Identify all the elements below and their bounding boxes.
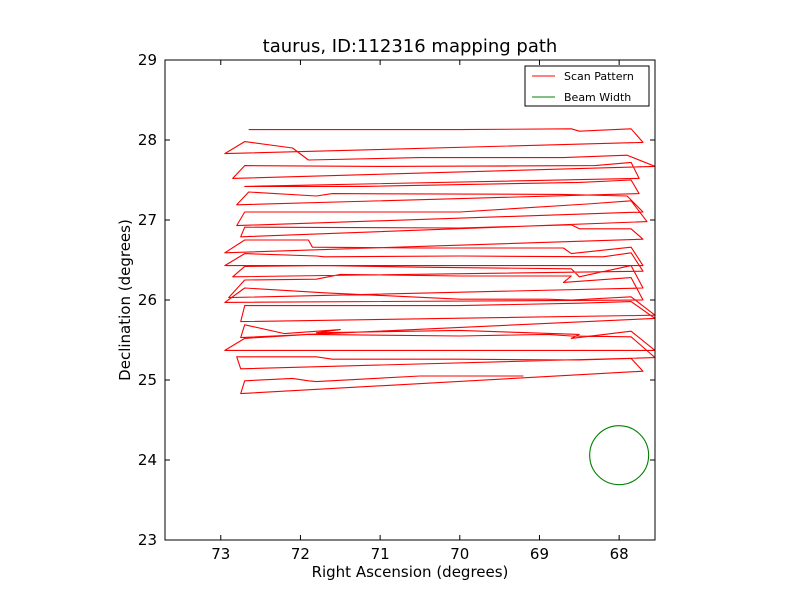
tick-layer: 73 72 71 70 69 68 23 24 25 26 27 28 29 xyxy=(138,51,655,563)
legend-label-beam-width: Beam Width xyxy=(564,91,631,104)
legend: Scan Pattern Beam Width xyxy=(524,65,650,107)
y-tick-label: 25 xyxy=(138,371,157,389)
y-tick-label: 26 xyxy=(138,291,157,309)
x-tick-label: 68 xyxy=(610,545,629,563)
legend-box xyxy=(524,65,650,107)
x-tick-label: 73 xyxy=(211,545,230,563)
x-tick-label: 69 xyxy=(530,545,549,563)
scan-pattern-line xyxy=(224,128,655,395)
chart-title: taurus, ID:112316 mapping path xyxy=(263,36,558,57)
beam-width-circle xyxy=(589,425,650,486)
data-layer xyxy=(224,128,655,486)
y-tick-label: 29 xyxy=(138,51,157,69)
x-axis-label: Right Ascension (degrees) xyxy=(312,563,509,581)
x-tick-label: 72 xyxy=(291,545,310,563)
y-tick-label: 24 xyxy=(138,451,157,469)
x-tick-label: 71 xyxy=(371,545,390,563)
legend-label-scan-pattern: Scan Pattern xyxy=(564,70,634,83)
y-tick-label: 27 xyxy=(138,211,157,229)
y-tick-label: 23 xyxy=(138,531,157,549)
y-tick-label: 28 xyxy=(138,131,157,149)
y-axis-label: Declination (degrees) xyxy=(116,219,134,381)
x-tick-label: 70 xyxy=(450,545,469,563)
